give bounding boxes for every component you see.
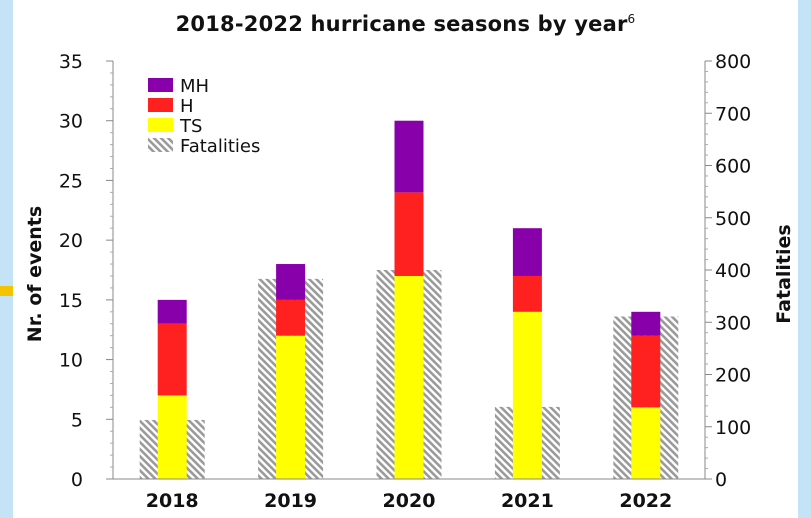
y2-axis-title: Fatalities <box>773 224 795 323</box>
x-tick-label-2022: 2022 <box>619 490 672 512</box>
left-tick-label-35: 35 <box>59 51 83 73</box>
bar-h-2018 <box>157 323 187 396</box>
bar-ts-2021 <box>512 311 542 479</box>
chart-title-text: 2018-2022 hurricane seasons by year <box>175 12 628 36</box>
right-tick-label-400: 400 <box>715 260 751 282</box>
bar-mh-2022 <box>631 311 661 336</box>
bar-mh-2018 <box>157 299 187 324</box>
bar-mh-2020 <box>394 120 424 193</box>
x-tick-label-2020: 2020 <box>383 490 436 512</box>
x-tick-label-2018: 2018 <box>146 490 199 512</box>
bar-h-2022 <box>631 335 661 408</box>
left-tick-label-20: 20 <box>59 230 83 252</box>
legend-swatch-ts <box>148 118 173 132</box>
bar-ts-2019 <box>276 335 306 479</box>
chart-title: 2018-2022 hurricane seasons by year6 <box>0 12 811 36</box>
left-tick-label-5: 5 <box>71 409 83 431</box>
left-tick-label-0: 0 <box>71 469 83 491</box>
legend-label-mh: MH <box>180 76 209 97</box>
event-stacked-bars <box>157 120 661 479</box>
legend-swatch-fatalities <box>148 138 173 152</box>
left-frame-strip <box>0 0 13 518</box>
bar-mh-2021 <box>512 228 542 276</box>
right-tick-label-800: 800 <box>715 51 751 73</box>
right-tick-label-500: 500 <box>715 208 751 230</box>
legend-label-fatalities: Fatalities <box>180 136 260 157</box>
bar-h-2019 <box>276 299 306 336</box>
bar-mh-2019 <box>276 264 306 300</box>
bar-h-2020 <box>394 192 424 276</box>
right-tick-label-100: 100 <box>715 417 751 439</box>
legend-swatch-h <box>148 98 173 112</box>
right-tick-label-600: 600 <box>715 156 751 178</box>
right-tick-label-0: 0 <box>715 469 727 491</box>
right-tick-label-300: 300 <box>715 312 751 334</box>
bar-ts-2020 <box>394 275 424 479</box>
bar-ts-2022 <box>631 407 661 479</box>
left-tick-label-25: 25 <box>59 170 83 192</box>
right-frame-strip <box>798 0 811 518</box>
legend-label-h: H <box>180 96 194 117</box>
left-tick-label-10: 10 <box>59 350 83 372</box>
x-tick-label-2021: 2021 <box>501 490 554 512</box>
chart-title-footnote: 6 <box>627 12 636 26</box>
legend-label-ts: TS <box>179 116 202 137</box>
x-tick-label-2019: 2019 <box>264 490 317 512</box>
legend-swatch-mh <box>148 78 173 92</box>
right-tick-label-200: 200 <box>715 365 751 387</box>
y-axis-title: Nr. of events <box>24 206 46 342</box>
bar-h-2021 <box>512 275 542 312</box>
bar-ts-2018 <box>157 395 187 479</box>
left-tick-label-15: 15 <box>59 290 83 312</box>
left-tick-label-30: 30 <box>59 111 83 133</box>
right-tick-label-700: 700 <box>715 103 751 125</box>
left-frame-marker <box>0 286 13 296</box>
axes: 0 5 10 15 20 25 30 35 0 100 200 300 400 500 600 700 800 2… <box>24 51 795 512</box>
